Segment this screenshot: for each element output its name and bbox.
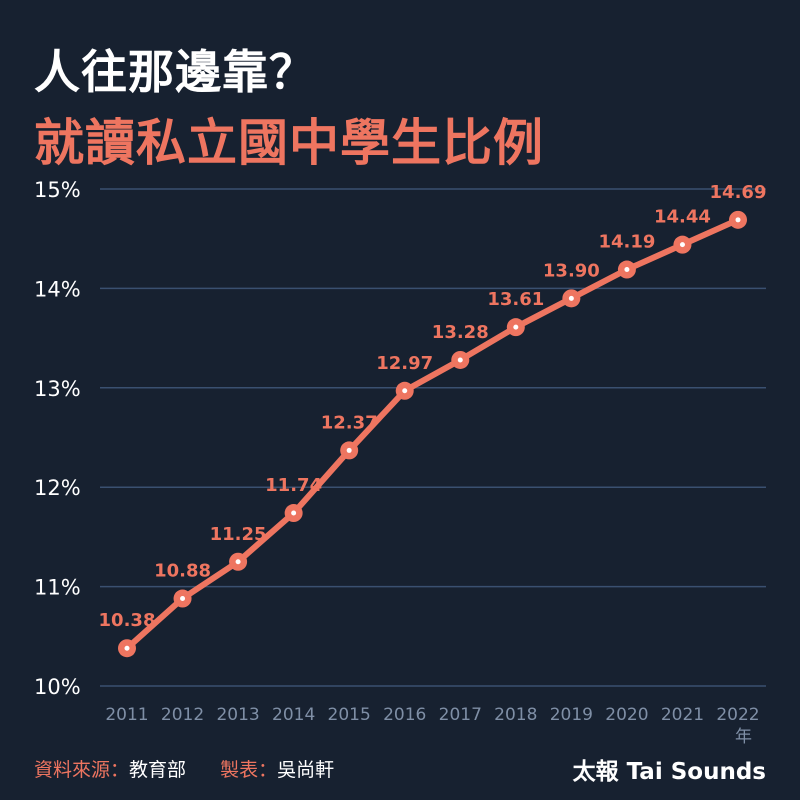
data-point-center: [180, 596, 186, 602]
data-point-center: [679, 242, 685, 248]
series-line: [124, 217, 740, 651]
data-point-center: [513, 324, 519, 330]
data-label: 12.37: [321, 412, 378, 433]
x-tick-label: 2016: [383, 705, 426, 725]
y-tick-label: 14%: [34, 277, 81, 301]
y-tick-label: 12%: [34, 476, 81, 500]
data-label: 12.97: [376, 353, 433, 374]
footer-credits: 資料來源：教育部 製表：吳尚軒: [34, 755, 334, 782]
x-tick-label: 2021: [661, 705, 704, 725]
chart-title: 人往那邊靠？: [34, 45, 316, 99]
x-tick-label: 2019: [550, 705, 593, 725]
y-tick-label: 11%: [34, 576, 81, 600]
data-point-center: [402, 388, 408, 394]
source-label: 資料來源: [34, 759, 111, 781]
data-point-center: [346, 447, 352, 453]
data-point-center: [624, 267, 630, 273]
y-tick-label: 15%: [34, 178, 81, 202]
y-tick-label: 13%: [34, 377, 81, 401]
data-point-center: [457, 357, 463, 363]
x-tick-label: 2014: [272, 705, 315, 725]
data-point-center: [235, 559, 241, 565]
separator: ：: [258, 759, 278, 781]
x-tick-label: 2017: [439, 705, 482, 725]
data-label: 11.74: [265, 475, 322, 496]
x-tick-label: 2018: [494, 705, 537, 725]
data-label: 14.69: [710, 182, 767, 203]
data-label: 13.28: [432, 322, 489, 343]
data-point-center: [568, 295, 574, 301]
y-tick-label: 10%: [34, 675, 81, 699]
data-point-center: [291, 510, 297, 516]
x-tick-label: 2011: [105, 705, 148, 725]
data-label: 10.88: [154, 561, 211, 582]
x-tick-label: 2013: [216, 705, 259, 725]
data-label: 13.61: [487, 289, 544, 310]
x-tick-label: 2015: [328, 705, 371, 725]
chart-subtitle: 就讀私立國中學生比例: [34, 114, 544, 172]
x-axis-label: 年: [735, 727, 752, 747]
x-tick-label: 2020: [605, 705, 648, 725]
data-point-center: [124, 645, 130, 651]
x-tick-label: 2022: [716, 705, 759, 725]
data-label: 11.25: [210, 524, 267, 545]
data-label: 14.19: [598, 232, 655, 253]
source-value: 教育部: [129, 759, 187, 781]
data-label: 10.38: [99, 610, 156, 631]
maker-value: 吳尚軒: [277, 759, 335, 781]
x-tick-label: 2012: [161, 705, 204, 725]
data-point-center: [735, 217, 741, 223]
separator: ：: [110, 759, 130, 781]
brand-logo: 太報 Tai Sounds: [572, 759, 766, 785]
maker-label: 製表: [220, 759, 259, 781]
data-label: 14.44: [654, 207, 711, 228]
data-label: 13.90: [543, 260, 600, 281]
